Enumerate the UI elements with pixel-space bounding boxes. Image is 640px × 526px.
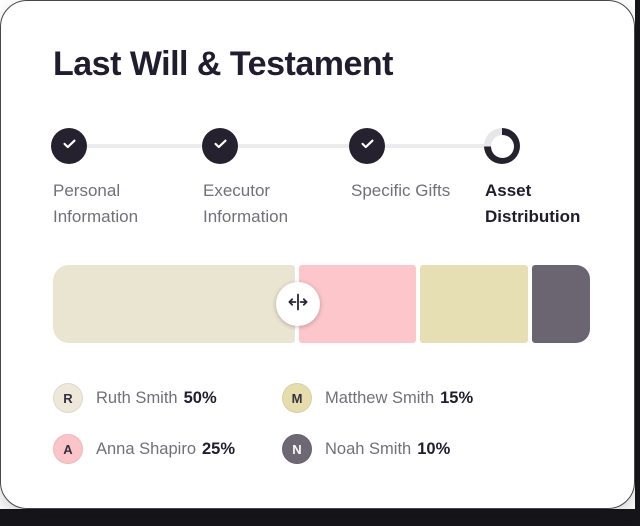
avatar-noah-smith: N [282, 434, 312, 464]
step-personal-information[interactable] [51, 128, 87, 164]
beneficiary-percent: 50% [183, 388, 217, 407]
page-title: Last Will & Testament [53, 45, 393, 83]
beneficiary-percent: 25% [202, 439, 236, 458]
will-wizard-card: Last Will & Testament Personal Informati… [0, 0, 635, 509]
stepper: Personal Information Executor Informatio… [1, 128, 634, 238]
legend-item-anna-shapiro: A Anna Shapiro 25% [53, 434, 282, 464]
step-executor-information[interactable] [202, 128, 238, 164]
check-icon [359, 135, 376, 157]
step-asset-distribution progress-ring-icon[interactable] [484, 128, 520, 164]
legend-item-ruth-smith: R Ruth Smith 50% [53, 383, 282, 413]
step-label-specific-gifts: Specific Gifts [351, 181, 451, 200]
step-label-personal-information: Personal Information [53, 181, 139, 226]
beneficiary-legend: R Ruth Smith 50% M Matthew Smith 15% A A… [53, 383, 473, 464]
avatar-ruth-smith: R [53, 383, 83, 413]
check-icon [212, 135, 229, 157]
backdrop-right-strip [635, 0, 640, 526]
beneficiary-percent: 10% [417, 439, 451, 458]
segment-resize-handle[interactable] [276, 282, 320, 326]
check-icon [61, 135, 78, 157]
avatar-anna-shapiro: A [53, 434, 83, 464]
legend-item-matthew-smith: M Matthew Smith 15% [282, 383, 473, 413]
step-label-asset-distribution: Asset Distribution [485, 181, 581, 226]
step-specific-gifts[interactable] [349, 128, 385, 164]
beneficiary-name: Ruth Smith [96, 388, 178, 407]
beneficiary-name: Noah Smith [325, 439, 412, 458]
bar-segment-ruth-smith [53, 265, 295, 343]
bar-segment-matthew-smith [419, 265, 528, 343]
avatar-matthew-smith: M [282, 383, 312, 413]
beneficiary-name: Anna Shapiro [96, 439, 196, 458]
resize-horizontal-icon [286, 290, 310, 319]
backdrop-bottom-strip [0, 509, 640, 526]
stepper-connector-line [67, 144, 504, 148]
bar-segment-noah-smith [531, 265, 590, 343]
legend-item-noah-smith: N Noah Smith 10% [282, 434, 473, 464]
asset-distribution-bar [53, 265, 590, 343]
step-label-executor-information: Executor Information [203, 181, 289, 226]
beneficiary-name: Matthew Smith [325, 388, 435, 407]
beneficiary-percent: 15% [440, 388, 474, 407]
